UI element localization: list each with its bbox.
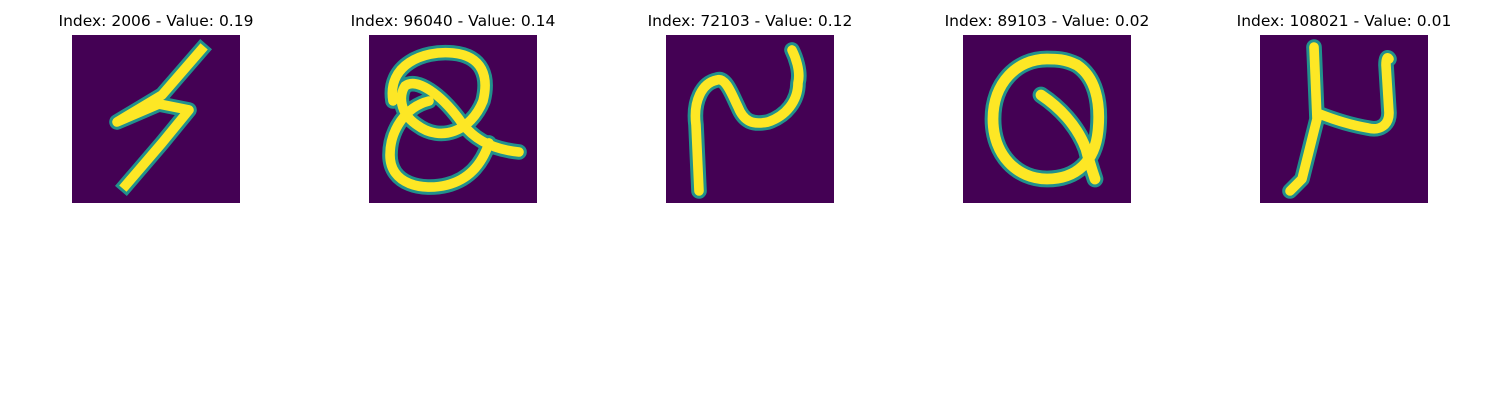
- image-panel-2: Index: 96040 - Value: 0.14: [313, 0, 593, 210]
- digit-image-2: [369, 35, 537, 203]
- digit-image-3: [666, 35, 834, 203]
- digit-image-1: [72, 35, 240, 203]
- image-panel-1: Index: 2006 - Value: 0.19: [16, 0, 296, 210]
- panel-title-5: Index: 108021 - Value: 0.01: [1204, 12, 1484, 30]
- image-panel-3: Index: 72103 - Value: 0.12: [610, 0, 890, 210]
- digit-image-5: [1260, 35, 1428, 203]
- panel-title-4: Index: 89103 - Value: 0.02: [907, 12, 1187, 30]
- image-panel-4: Index: 89103 - Value: 0.02: [907, 0, 1187, 210]
- panel-title-3: Index: 72103 - Value: 0.12: [610, 12, 890, 30]
- panel-title-2: Index: 96040 - Value: 0.14: [313, 12, 593, 30]
- digit-image-4: [963, 35, 1131, 203]
- panel-title-1: Index: 2006 - Value: 0.19: [16, 12, 296, 30]
- image-panel-5: Index: 108021 - Value: 0.01: [1204, 0, 1484, 210]
